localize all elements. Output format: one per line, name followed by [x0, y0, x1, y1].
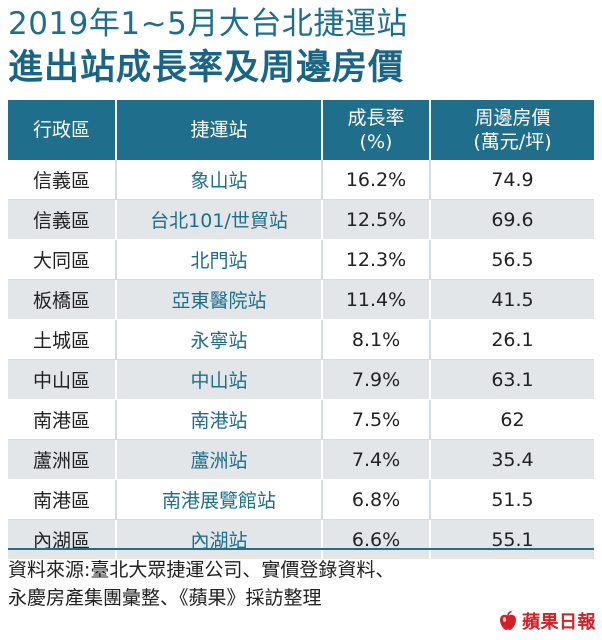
- cell-station: 南港展覽館站: [116, 479, 323, 520]
- header-label: 周邊房價 (萬元/坪): [473, 107, 552, 153]
- source-line-2: 永慶房產集團彙整、《蘋果》採訪整理: [8, 587, 322, 609]
- cell-station: 南港站: [116, 399, 323, 440]
- cell-station: 內湖站: [116, 519, 323, 560]
- cell-growth: 7.4%: [322, 439, 431, 480]
- cell-growth: 6.8%: [322, 479, 431, 520]
- cell-station: 台北101/世貿站: [116, 199, 323, 240]
- cell-growth: 7.9%: [322, 359, 431, 400]
- table-row: 中山區 中山站 7.9% 63.1: [8, 359, 594, 400]
- cell-price: 56.5: [430, 239, 594, 280]
- cell-growth: 12.3%: [322, 239, 431, 280]
- cell-district: 信義區: [8, 160, 117, 200]
- cell-price: 69.6: [430, 199, 594, 240]
- table-row: 南港區 南港站 7.5% 62: [8, 399, 594, 440]
- cell-growth: 8.1%: [322, 319, 431, 360]
- cell-district: 大同區: [8, 239, 117, 280]
- chart-subtitle: 進出站成長率及周邊房價: [8, 48, 405, 88]
- table-row: 蘆洲區 蘆洲站 7.4% 35.4: [8, 439, 594, 480]
- table-row: 南港區 南港展覽館站 6.8% 51.5: [8, 479, 594, 520]
- table-row: 信義區 台北101/世貿站 12.5% 69.6: [8, 199, 594, 240]
- cell-price: 55.1: [430, 519, 594, 560]
- cell-price: 26.1: [430, 319, 594, 360]
- cell-district: 中山區: [8, 359, 117, 400]
- cell-growth: 7.5%: [322, 399, 431, 440]
- cell-price: 74.9: [430, 160, 594, 200]
- cell-station: 北門站: [116, 239, 323, 280]
- cell-growth: 16.2%: [322, 160, 431, 200]
- cell-district: 內湖區: [8, 519, 117, 560]
- cell-district: 土城區: [8, 319, 117, 360]
- apple-logo-icon: [500, 610, 516, 630]
- cell-station: 永寧站: [116, 319, 323, 360]
- data-table: 行政區 捷運站 成長率 (%) 周邊房價 (萬元/坪) 信義區 象山站 16.2% 74.…: [8, 100, 594, 560]
- cell-station: 亞東醫院站: [116, 279, 323, 320]
- chart-title: 2019年1~5月大台北捷運站: [8, 6, 408, 42]
- cell-district: 信義區: [8, 199, 117, 240]
- cell-price: 62: [430, 399, 594, 440]
- table-row: 信義區 象山站 16.2% 74.9: [8, 160, 594, 200]
- header-price: 周邊房價 (萬元/坪): [430, 100, 594, 160]
- table-row: 板橋區 亞東醫院站 11.4% 41.5: [8, 279, 594, 320]
- table-row: 內湖區 內湖站 6.6% 55.1: [8, 519, 594, 560]
- header-label: 捷運站: [190, 119, 248, 141]
- header-district: 行政區: [8, 100, 117, 160]
- table-header-row: 行政區 捷運站 成長率 (%) 周邊房價 (萬元/坪): [8, 100, 594, 160]
- cell-district: 板橋區: [8, 279, 117, 320]
- cell-growth: 11.4%: [322, 279, 431, 320]
- cell-district: 南港區: [8, 479, 117, 520]
- header-label: 成長率 (%): [347, 107, 405, 153]
- cell-price: 41.5: [430, 279, 594, 320]
- cell-station: 中山站: [116, 359, 323, 400]
- cell-district: 蘆洲區: [8, 439, 117, 480]
- cell-station: 蘆洲站: [116, 439, 323, 480]
- table-bottom-rule: [8, 548, 594, 550]
- table-row: 大同區 北門站 12.3% 56.5: [8, 239, 594, 280]
- source-note: 資料來源:臺北大眾捷運公司、實價登錄資料、 永慶房產集團彙整、《蘋果》採訪整理: [8, 556, 594, 612]
- cell-growth: 6.6%: [322, 519, 431, 560]
- cell-price: 63.1: [430, 359, 594, 400]
- cell-price: 35.4: [430, 439, 594, 480]
- cell-station: 象山站: [116, 160, 323, 200]
- brand-name: 蘋果日報: [522, 612, 596, 633]
- table-row: 土城區 永寧站 8.1% 26.1: [8, 319, 594, 360]
- cell-district: 南港區: [8, 399, 117, 440]
- header-station: 捷運站: [116, 100, 323, 160]
- header-growth: 成長率 (%): [322, 100, 431, 160]
- header-label: 行政區: [32, 119, 90, 141]
- brand-logo: 蘋果日報: [497, 608, 596, 634]
- source-line-1: 資料來源:臺北大眾捷運公司、實價登錄資料、: [8, 559, 395, 581]
- cell-price: 51.5: [430, 479, 594, 520]
- cell-growth: 12.5%: [322, 199, 431, 240]
